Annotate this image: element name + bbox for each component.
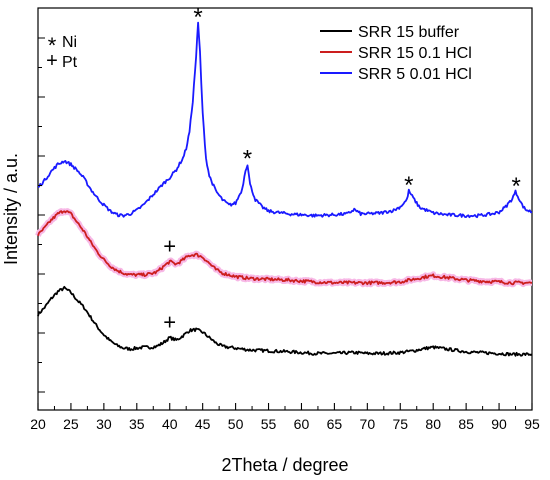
series-line-1 [37,210,532,286]
x-tick-label-3: 35 [129,416,145,432]
peak-annotation-0: * [193,4,202,31]
x-tick-label-9: 65 [327,416,343,432]
y-axis-label: Intensity / a.u. [1,153,21,265]
x-tick-label-5: 45 [195,416,211,432]
x-axis-label: 2Theta / degree [221,455,348,475]
marker-legend-label-0: Ni [62,34,77,51]
x-tick-label-7: 55 [261,416,277,432]
peak-annotation-5: + [163,310,176,335]
peak-annotation-4: + [163,234,176,259]
series-legend: SRR 15 buffer SRR 15 0.1 HCl SRR 5 0.01 HC… [320,24,472,83]
plot-area: *** *++ 20 25 30 35 40 45 50 55 60 65 70 75 80 85 90 95 [30,4,540,432]
x-tick-label-4: 40 [162,416,178,432]
x-tick-label-14: 90 [491,416,507,432]
x-tick-label-15: 95 [524,416,540,432]
series-layer [35,21,534,357]
x-tick-label-2: 30 [96,416,112,432]
peak-annotation-1: * [243,145,252,172]
legend-label-0: SRR 15 buffer [358,24,460,41]
marker-legend: * Ni+ Pt [46,33,78,72]
x-tick-label-11: 75 [392,416,408,432]
peak-annotation-2: * [404,172,413,199]
marker-legend-symbol-0: * [48,33,57,58]
legend-label-2: SRR 5 0.01 HCl [358,66,472,83]
legend-label-1: SRR 15 0.1 HCl [358,45,472,62]
series-line-2 [38,21,533,219]
series-line-0 [37,285,533,357]
x-tick-label-0: 20 [30,416,46,432]
series-halo-1 [35,208,534,288]
x-tick-label-1: 25 [63,416,79,432]
x-tick-label-10: 70 [360,416,376,432]
marker-legend-label-1: Pt [62,54,78,71]
y-axis-ticks [38,37,45,393]
x-tick-label-12: 80 [425,416,441,432]
x-axis: 20 25 30 35 40 45 50 55 60 65 70 75 80 85 90 95 [30,403,540,432]
peak-annotation-3: * [512,173,521,200]
annotation-layer: * * * * + + [163,4,521,335]
x-tick-label-8: 60 [294,416,310,432]
x-tick-label-6: 50 [228,416,244,432]
marker-legend-symbol-1: + [46,50,58,72]
x-tick-label-13: 85 [458,416,474,432]
